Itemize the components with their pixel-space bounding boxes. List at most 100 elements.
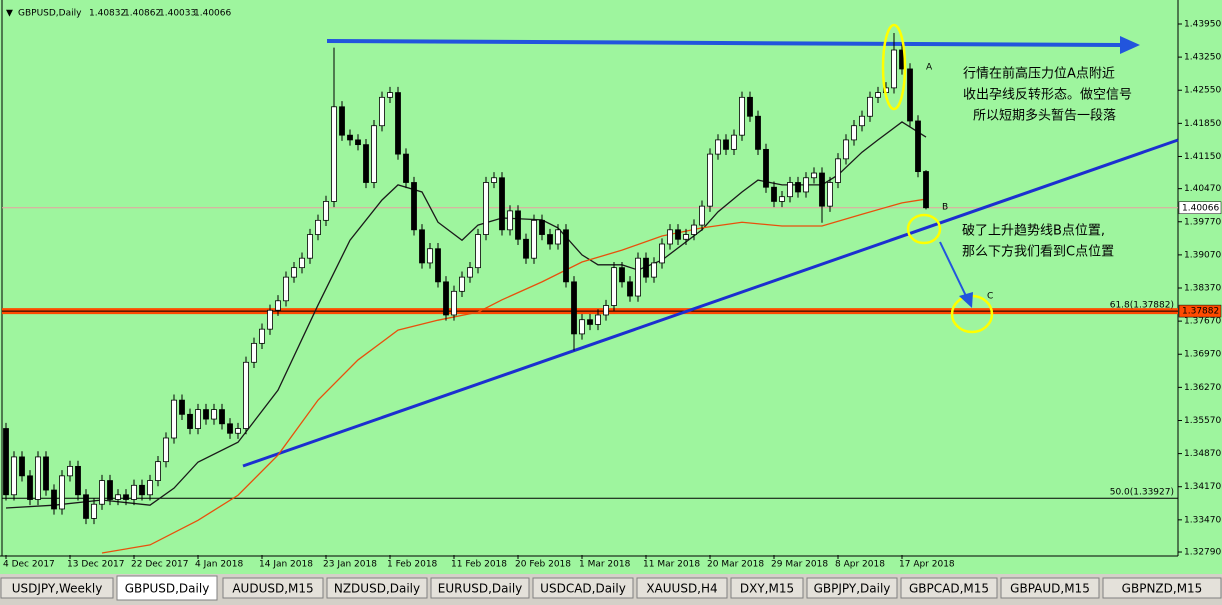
candle-body: [139, 484, 145, 496]
candle-body: [851, 125, 857, 141]
highlight-a: [881, 23, 907, 111]
y-tick-label: 1.43250: [1184, 53, 1221, 63]
candle-body: [299, 257, 305, 269]
highlight-b: [906, 213, 942, 245]
candle-body: [75, 465, 81, 496]
candle-body: [371, 125, 377, 183]
chart-tab[interactable]: [730, 577, 804, 599]
chart-tab-label[interactable]: USDJPY,Weekly: [12, 582, 103, 596]
candle-body: [131, 484, 137, 500]
candle-body: [579, 319, 585, 335]
candle-body: [427, 248, 433, 264]
chart-tab[interactable]: [532, 577, 634, 599]
candle-body: [107, 480, 113, 500]
candle-body: [267, 309, 273, 330]
chart-tab-label[interactable]: GBPCAD,M15: [909, 582, 989, 596]
chart-tab[interactable]: [0, 577, 114, 599]
candle-body: [827, 182, 833, 207]
candle-body: [811, 172, 817, 179]
chart-tab[interactable]: [116, 575, 218, 601]
candle-body: [731, 134, 737, 150]
pointer-arrow: [939, 241, 967, 297]
note-b: 破了上升趋势线B点位置,: [962, 223, 1105, 239]
candle-body: [923, 171, 929, 209]
note-b: 那么下方我们看到C点位置: [962, 244, 1114, 260]
candle-body: [19, 456, 25, 477]
chart-tab[interactable]: [636, 577, 728, 599]
chart-tab-label[interactable]: XAUUSD,H4: [646, 582, 717, 596]
chart-tab-label[interactable]: GBPNZD,M15: [1122, 582, 1203, 596]
chart-tab-label[interactable]: GBPJPY,Daily: [814, 582, 891, 596]
header-symbol: GBPUSD,Daily: [18, 9, 82, 19]
candle-body: [739, 96, 745, 136]
candle-body: [339, 106, 345, 136]
chart-tab-label[interactable]: AUDUSD,M15: [232, 582, 313, 596]
chart-tab[interactable]: [1000, 577, 1100, 599]
candle-body: [243, 361, 249, 429]
candle-body: [763, 148, 769, 188]
chart-tab-label[interactable]: GBPAUD,M15: [1010, 582, 1090, 596]
chart-tab[interactable]: [222, 577, 324, 599]
candle-body: [707, 153, 713, 207]
x-tick-label: 23 Jan 2018: [323, 560, 377, 570]
chart-tab[interactable]: [430, 577, 530, 599]
candle-body: [803, 177, 809, 193]
candle-body: [651, 262, 657, 278]
candle-body: [59, 475, 65, 510]
candle-body: [187, 413, 193, 429]
candle-body: [11, 456, 17, 496]
candle-body: [163, 437, 169, 463]
chart-tab-label[interactable]: DXY,M15: [740, 582, 794, 596]
y-tick-label: 1.42550: [1184, 86, 1221, 96]
candle-body: [659, 243, 665, 264]
candle-body: [683, 234, 689, 240]
candle-body: [563, 229, 569, 283]
chart-tab-label[interactable]: USDCAD,Daily: [540, 582, 626, 596]
candle-body: [387, 92, 393, 98]
moving-average: [101, 198, 927, 554]
candle-body: [483, 182, 489, 235]
chart-background: [0, 0, 1222, 574]
current-price-tag: 1.40066: [1182, 203, 1219, 213]
chart-tab[interactable]: [1102, 577, 1222, 599]
candle-body: [907, 68, 913, 122]
note-a: 行情在前高压力位A点附近: [963, 66, 1115, 82]
candle-body: [795, 182, 801, 193]
y-tick-label: 1.34170: [1184, 482, 1221, 492]
candle-body: [667, 229, 673, 245]
candle-body: [675, 229, 681, 240]
candle-body: [779, 196, 785, 202]
candle-body: [915, 120, 921, 173]
chart-tab-label[interactable]: NZDUSD,Daily: [334, 582, 420, 596]
candle-body: [283, 276, 289, 302]
candle-body: [275, 300, 281, 311]
pointer-head: [959, 292, 973, 308]
candle-body: [699, 205, 705, 226]
x-tick-label: 4 Dec 2017: [3, 560, 55, 570]
chart-tab[interactable]: [806, 577, 898, 599]
candle-body: [619, 267, 625, 283]
level-label: 61.8(1.37882): [1110, 301, 1174, 311]
candle-body: [347, 134, 353, 141]
candle-body: [451, 290, 457, 316]
candle-body: [819, 172, 825, 207]
header-high: 1.40862: [124, 9, 161, 19]
candle-body: [219, 409, 225, 425]
candle-body: [419, 229, 425, 264]
candle-body: [179, 399, 185, 415]
y-tick-label: 1.41850: [1184, 119, 1221, 129]
candle-body: [603, 305, 609, 316]
candle-body: [115, 494, 121, 500]
chart-tab[interactable]: [326, 577, 428, 599]
y-tick-label: 1.43950: [1184, 19, 1221, 29]
candle-body: [843, 139, 849, 160]
x-tick-label: 29 Mar 2018: [771, 560, 828, 570]
chart-tab-label[interactable]: GBPUSD,Daily: [125, 582, 210, 596]
chart-tab-label[interactable]: EURUSD,Daily: [438, 582, 523, 596]
label-c: C: [987, 292, 993, 302]
chart-tab[interactable]: [900, 577, 998, 599]
candle-body: [3, 428, 9, 496]
candle-body: [211, 409, 217, 420]
candle-body: [123, 494, 129, 500]
candle-body: [363, 144, 369, 183]
